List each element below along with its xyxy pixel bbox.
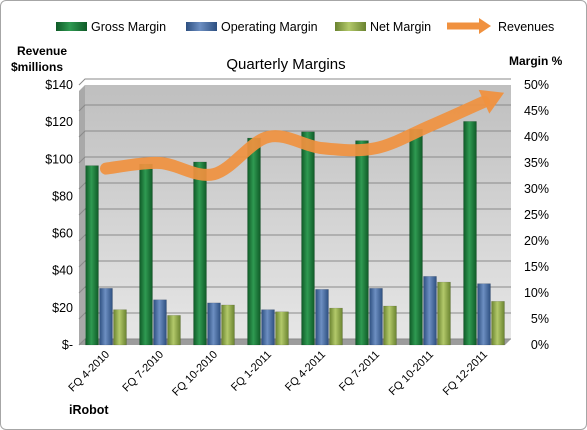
legend-item-gross-margin: Gross Margin — [56, 20, 166, 34]
gridline-0 — [78, 338, 511, 346]
right-tick-label: 5% — [531, 312, 549, 326]
legend-swatch-net-margin — [335, 22, 366, 31]
bar-gross-margin-fq-12-2011 — [463, 121, 477, 346]
bar-net-margin-fq-7-2011 — [383, 305, 397, 346]
legend-label-operating-margin: Operating Margin — [221, 20, 318, 34]
left-tick-label: $100 — [45, 152, 73, 166]
right-tick-label: 25% — [524, 208, 549, 222]
bar-net-margin-fq-4-2010 — [113, 309, 127, 346]
legend-swatch-gross-margin — [56, 22, 87, 31]
bar-gross-margin-fq-4-2011 — [301, 131, 315, 346]
bar-net-margin-fq-4-2011 — [329, 307, 343, 346]
bar-net-margin-fq-12-2011 — [491, 301, 505, 346]
bar-gross-margin-fq-1-2011 — [247, 137, 261, 346]
left-tick-label: $80 — [52, 189, 73, 203]
legend-label-gross-margin: Gross Margin — [91, 20, 166, 34]
gridlines — [78, 78, 511, 346]
x-tick-label: FQ 1-2011 — [229, 349, 274, 394]
gridline-4 — [78, 234, 511, 242]
right-axis-title: Margin % — [509, 54, 563, 68]
left-axis-ticks: $- $20 $40 $60 $80 $100 $120 $140 — [45, 78, 73, 352]
revenue-line-layer — [100, 89, 505, 181]
revenue-arrowhead-icon — [478, 89, 505, 114]
company-label: iRobot — [69, 403, 109, 417]
gridline-8 — [78, 130, 511, 138]
bar-net-margin-fq-1-2011 — [275, 311, 289, 346]
chart-title: Quarterly Margins — [226, 56, 345, 73]
right-tick-label: 30% — [524, 182, 549, 196]
bar-net-margin-fq-10-2011 — [437, 281, 451, 346]
legend-item-operating-margin: Operating Margin — [186, 20, 318, 34]
x-tick-label: FQ 12-2011 — [441, 349, 490, 398]
bar-operating-margin-fq-10-2010 — [207, 302, 221, 346]
right-tick-label: 40% — [524, 130, 549, 144]
bar-operating-margin-fq-1-2011 — [261, 309, 275, 346]
bar-gross-margin-fq-10-2010 — [193, 161, 207, 346]
gridline-10 — [78, 78, 511, 86]
legend-label-revenues: Revenues — [498, 20, 554, 34]
bar-gross-margin-fq-7-2011 — [355, 140, 369, 346]
legend-item-net-margin: Net Margin — [335, 20, 431, 34]
gridline-9 — [78, 104, 511, 112]
left-tick-label: $20 — [52, 301, 73, 315]
gridline-3 — [78, 260, 511, 268]
bar-operating-margin-fq-7-2010 — [153, 299, 167, 346]
revenue-line — [100, 95, 490, 181]
bar-net-margin-fq-10-2010 — [221, 304, 235, 346]
x-tick-label: FQ 7-2011 — [337, 349, 382, 394]
legend-label-net-margin: Net Margin — [370, 20, 431, 34]
legend-arrowhead-icon — [479, 18, 491, 34]
plot-back-wall — [85, 85, 511, 339]
right-tick-label: 50% — [524, 78, 549, 92]
x-tick-label: FQ 4-2011 — [283, 349, 328, 394]
bar-gross-margin-fq-7-2010 — [139, 163, 153, 346]
right-tick-label: 35% — [524, 156, 549, 170]
left-tick-label: $140 — [45, 78, 73, 92]
gridline-6 — [78, 182, 511, 190]
left-axis-title-line1: Revenue — [17, 44, 67, 58]
right-tick-label: 20% — [524, 234, 549, 248]
legend-swatch-operating-margin — [186, 22, 217, 31]
x-tick-label: FQ 4-2010 — [66, 349, 112, 395]
bar-operating-margin-fq-4-2010 — [99, 288, 113, 346]
right-tick-label: 15% — [524, 260, 549, 274]
plot-floor — [79, 339, 511, 345]
gridline-7 — [78, 156, 511, 164]
x-tick-label: FQ 7-2010 — [120, 349, 166, 395]
right-tick-label: 0% — [531, 338, 549, 352]
right-tick-label: 45% — [524, 104, 549, 118]
plot-side-wall — [79, 85, 85, 345]
x-tick-label: FQ 10-2011 — [387, 349, 436, 398]
right-tick-label: 10% — [524, 286, 549, 300]
gridline-2 — [78, 286, 511, 294]
gridline-5 — [78, 208, 511, 216]
bar-net-margin-fq-7-2010 — [167, 315, 181, 346]
left-tick-label: $60 — [52, 227, 73, 241]
left-tick-label: $- — [62, 338, 73, 352]
left-axis-title-line2: $millions — [11, 60, 63, 74]
bars — [85, 121, 505, 346]
left-tick-label: $40 — [52, 264, 73, 278]
gridline-1 — [78, 312, 511, 320]
bar-operating-margin-fq-7-2011 — [369, 288, 383, 346]
legend-item-revenues: Revenues — [447, 18, 554, 34]
bar-operating-margin-fq-4-2011 — [315, 289, 329, 346]
bar-gross-margin-fq-4-2010 — [85, 165, 99, 346]
x-axis-ticks: FQ 4-2010 FQ 7-2010 FQ 10-2010 FQ 1-2011 FQ … — [66, 349, 490, 399]
legend: Gross Margin Operating Margin Net Margin… — [56, 18, 554, 34]
plot-area — [78, 78, 511, 346]
left-tick-label: $120 — [45, 115, 73, 129]
bar-operating-margin-fq-10-2011 — [423, 276, 437, 346]
bar-gross-margin-fq-10-2011 — [409, 128, 423, 346]
bar-operating-margin-fq-12-2011 — [477, 283, 491, 346]
x-tick-label: FQ 10-2010 — [170, 349, 220, 399]
right-axis-ticks: 0% 5% 10% 15% 20% 25% 30% 35% 40% 45% 50% — [524, 78, 549, 352]
